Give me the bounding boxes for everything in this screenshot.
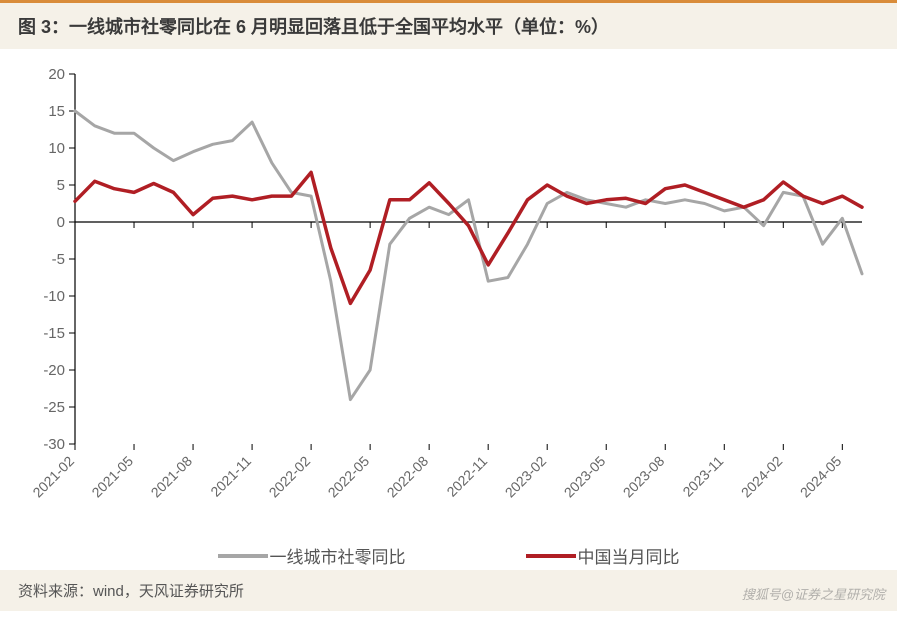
legend-swatch-2 — [526, 554, 576, 558]
svg-text:2021-08: 2021-08 — [148, 453, 196, 501]
svg-text:2022-08: 2022-08 — [384, 453, 432, 501]
svg-text:-25: -25 — [43, 399, 65, 416]
legend-label-2: 中国当月同比 — [578, 543, 680, 568]
svg-text:15: 15 — [48, 103, 65, 120]
svg-text:10: 10 — [48, 140, 65, 157]
legend-label-1: 一线城市社零同比 — [270, 543, 406, 568]
svg-text:2023-02: 2023-02 — [502, 453, 550, 501]
svg-text:-15: -15 — [43, 325, 65, 342]
svg-text:2022-05: 2022-05 — [325, 453, 373, 501]
legend-item-series2: 中国当月同比 — [526, 543, 680, 568]
svg-text:2024-02: 2024-02 — [738, 453, 786, 501]
source-text: 资料来源：wind，天风证券研究所 — [18, 583, 244, 600]
figure-container: 图 3：一线城市社零同比在 6 月明显回落且低于全国平均水平（单位：%） -30… — [0, 0, 897, 622]
svg-text:2023-11: 2023-11 — [679, 453, 726, 500]
svg-text:2023-08: 2023-08 — [620, 453, 668, 501]
svg-text:2023-05: 2023-05 — [561, 453, 609, 501]
svg-text:2021-02: 2021-02 — [29, 453, 77, 501]
chart-source: 资料来源：wind，天风证券研究所 搜狐号@证券之星研究院 — [0, 570, 897, 611]
svg-text:-5: -5 — [52, 251, 65, 268]
legend-item-series1: 一线城市社零同比 — [218, 543, 406, 568]
svg-text:2024-05: 2024-05 — [797, 453, 845, 501]
svg-text:5: 5 — [57, 177, 65, 194]
svg-text:2022-11: 2022-11 — [443, 453, 490, 500]
svg-text:2021-11: 2021-11 — [207, 453, 254, 500]
line-chart-svg: -30-25-20-15-10-5051015202021-022021-052… — [20, 59, 877, 539]
svg-text:-20: -20 — [43, 362, 65, 379]
chart-area: -30-25-20-15-10-5051015202021-022021-052… — [0, 49, 897, 539]
legend-swatch-1 — [218, 554, 268, 558]
svg-text:20: 20 — [48, 66, 65, 83]
svg-text:-30: -30 — [43, 436, 65, 453]
svg-text:2022-02: 2022-02 — [266, 453, 314, 501]
watermark-text: 搜狐号@证券之星研究院 — [742, 584, 885, 603]
svg-text:0: 0 — [57, 214, 65, 231]
chart-title: 图 3：一线城市社零同比在 6 月明显回落且低于全国平均水平（单位：%） — [0, 0, 897, 49]
svg-text:-10: -10 — [43, 288, 65, 305]
svg-text:2021-05: 2021-05 — [88, 453, 136, 501]
